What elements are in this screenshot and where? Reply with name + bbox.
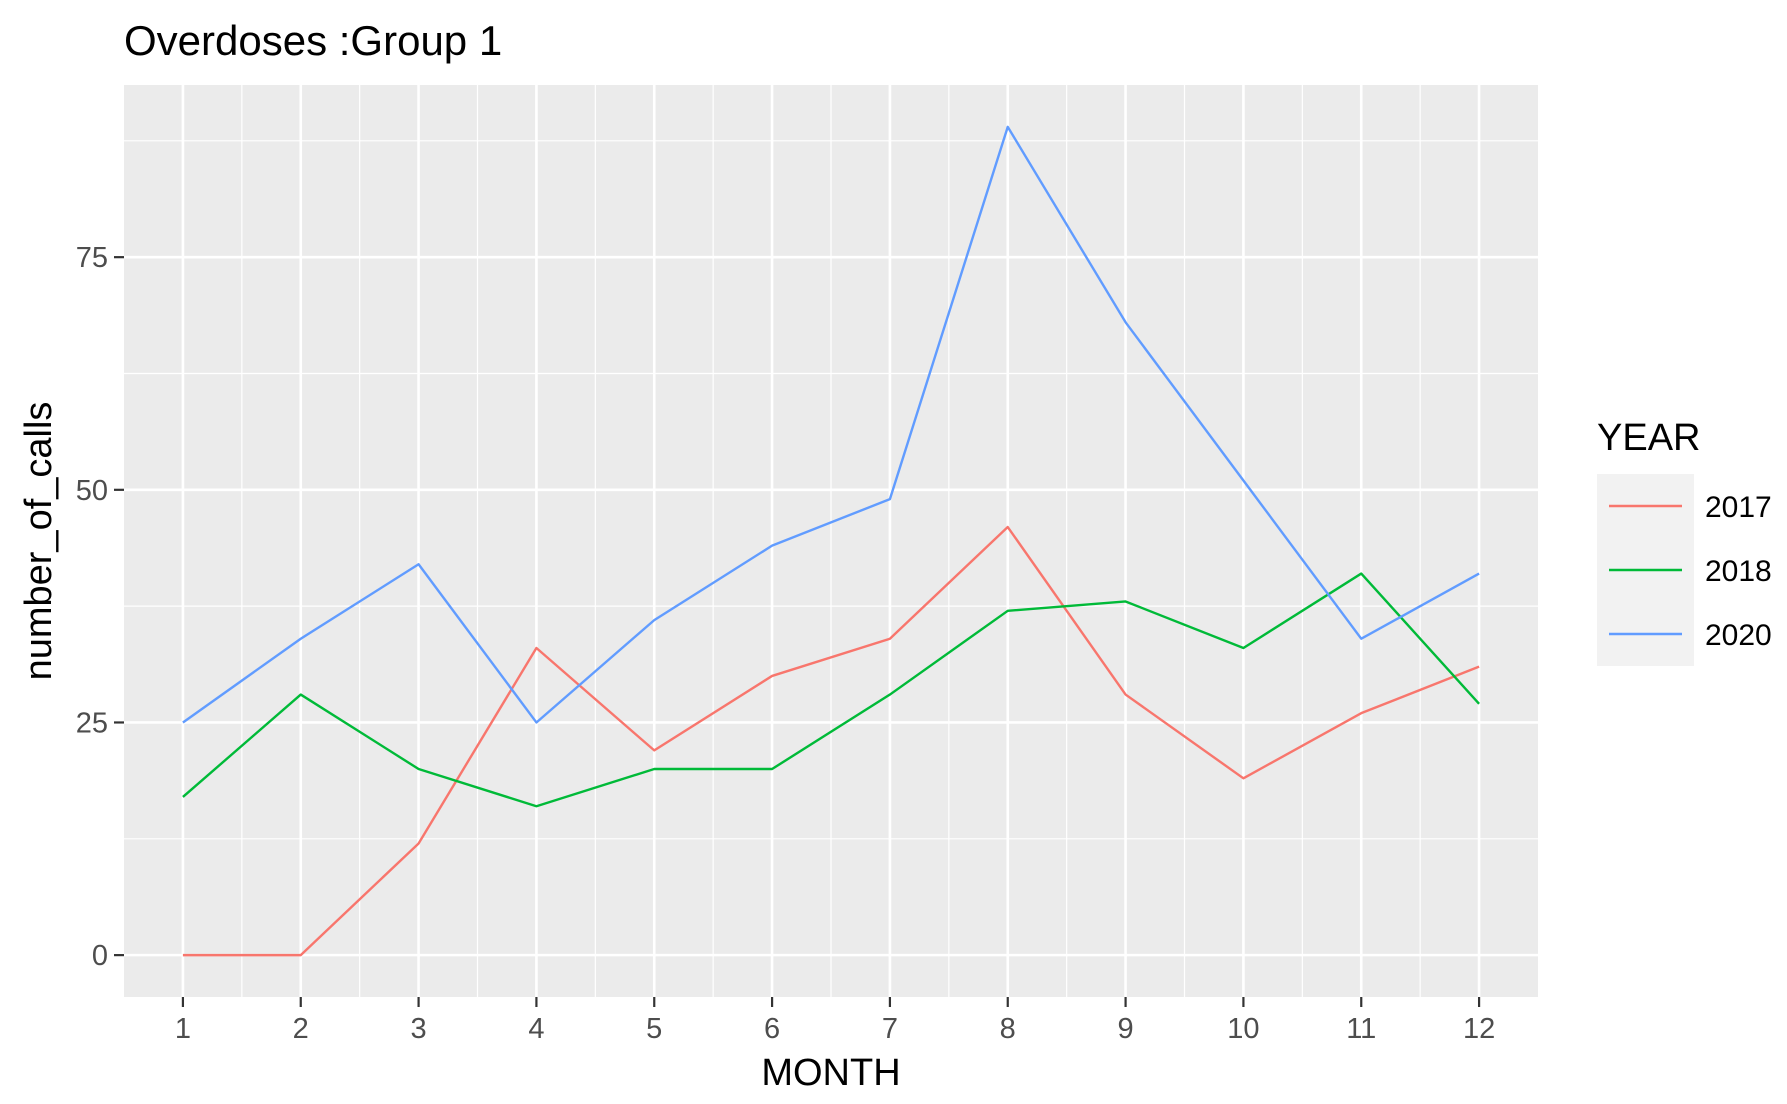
x-axis-label: MONTH [761,1052,900,1094]
chart-title: Overdoses :Group 1 [124,17,502,64]
x-axis: 1 2 3 4 5 6 7 8 9 10 11 12 [175,997,1495,1045]
y-axis-label: number_of_calls [18,402,60,681]
x-tick-label: 4 [528,1013,544,1045]
x-tick-label: 7 [882,1013,898,1045]
major-gridlines [124,85,1538,997]
legend: YEAR 2017 2018 2020 [1597,417,1772,666]
legend-items: 2017 2018 2020 [1609,491,1772,652]
x-tick-label: 10 [1227,1013,1259,1045]
x-tick-label: 12 [1463,1013,1495,1045]
x-tick-label: 5 [646,1013,662,1045]
legend-title: YEAR [1597,417,1700,459]
x-tick-label: 3 [411,1013,427,1045]
series-lines [182,125,1480,957]
x-tick-label: 2 [293,1013,309,1045]
x-tick-label: 8 [1000,1013,1016,1045]
x-tick-label: 1 [175,1013,191,1045]
legend-item-2017: 2017 [1609,491,1772,524]
x-tick-label: 11 [1346,1013,1376,1045]
legend-label: 2018 [1705,555,1772,588]
series-line-2017 [182,525,1480,957]
legend-item-2020: 2020 [1609,619,1772,652]
y-tick-label: 50 [76,475,108,507]
y-tick-label: 25 [76,707,108,739]
y-tick-label: 75 [76,242,108,274]
y-tick-label: 0 [92,940,108,972]
minor-gridlines [124,85,1538,997]
series-line-2020 [182,125,1480,724]
legend-label: 2020 [1705,619,1772,652]
legend-item-2018: 2018 [1609,555,1772,588]
x-tick-label: 6 [764,1013,780,1045]
series-line-2018 [182,572,1480,808]
y-axis: 0 25 50 75 [76,242,124,972]
x-tick-label: 9 [1118,1013,1134,1045]
legend-label: 2017 [1705,491,1772,524]
